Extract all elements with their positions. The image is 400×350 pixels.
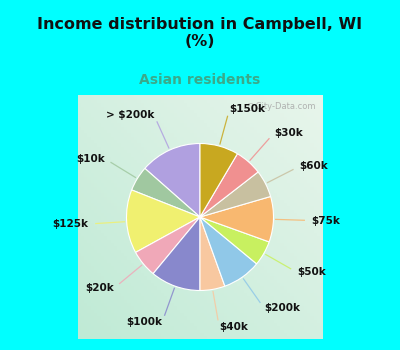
Text: > $200k: > $200k [106, 110, 154, 120]
Text: $60k: $60k [300, 161, 328, 171]
Text: $125k: $125k [52, 219, 88, 229]
Text: $100k: $100k [126, 317, 162, 327]
Text: $20k: $20k [85, 283, 114, 293]
Text: $200k: $200k [264, 303, 300, 313]
Wedge shape [153, 217, 200, 290]
Text: $75k: $75k [312, 216, 340, 225]
Text: $10k: $10k [76, 154, 105, 164]
Wedge shape [200, 144, 238, 217]
Text: $40k: $40k [219, 322, 248, 332]
Text: $30k: $30k [274, 128, 303, 138]
Text: Asian residents: Asian residents [139, 74, 261, 87]
Wedge shape [126, 190, 200, 252]
Wedge shape [136, 217, 200, 274]
Text: $50k: $50k [297, 267, 326, 277]
Wedge shape [200, 217, 257, 286]
Wedge shape [132, 168, 200, 217]
Text: ⓘ City-Data.com: ⓘ City-Data.com [248, 102, 315, 111]
Wedge shape [200, 196, 274, 242]
Wedge shape [200, 217, 225, 290]
Wedge shape [200, 172, 270, 217]
Wedge shape [145, 144, 200, 217]
Wedge shape [200, 154, 258, 217]
Wedge shape [200, 217, 269, 264]
Text: $150k: $150k [230, 104, 266, 114]
Text: Income distribution in Campbell, WI
(%): Income distribution in Campbell, WI (%) [38, 17, 362, 49]
